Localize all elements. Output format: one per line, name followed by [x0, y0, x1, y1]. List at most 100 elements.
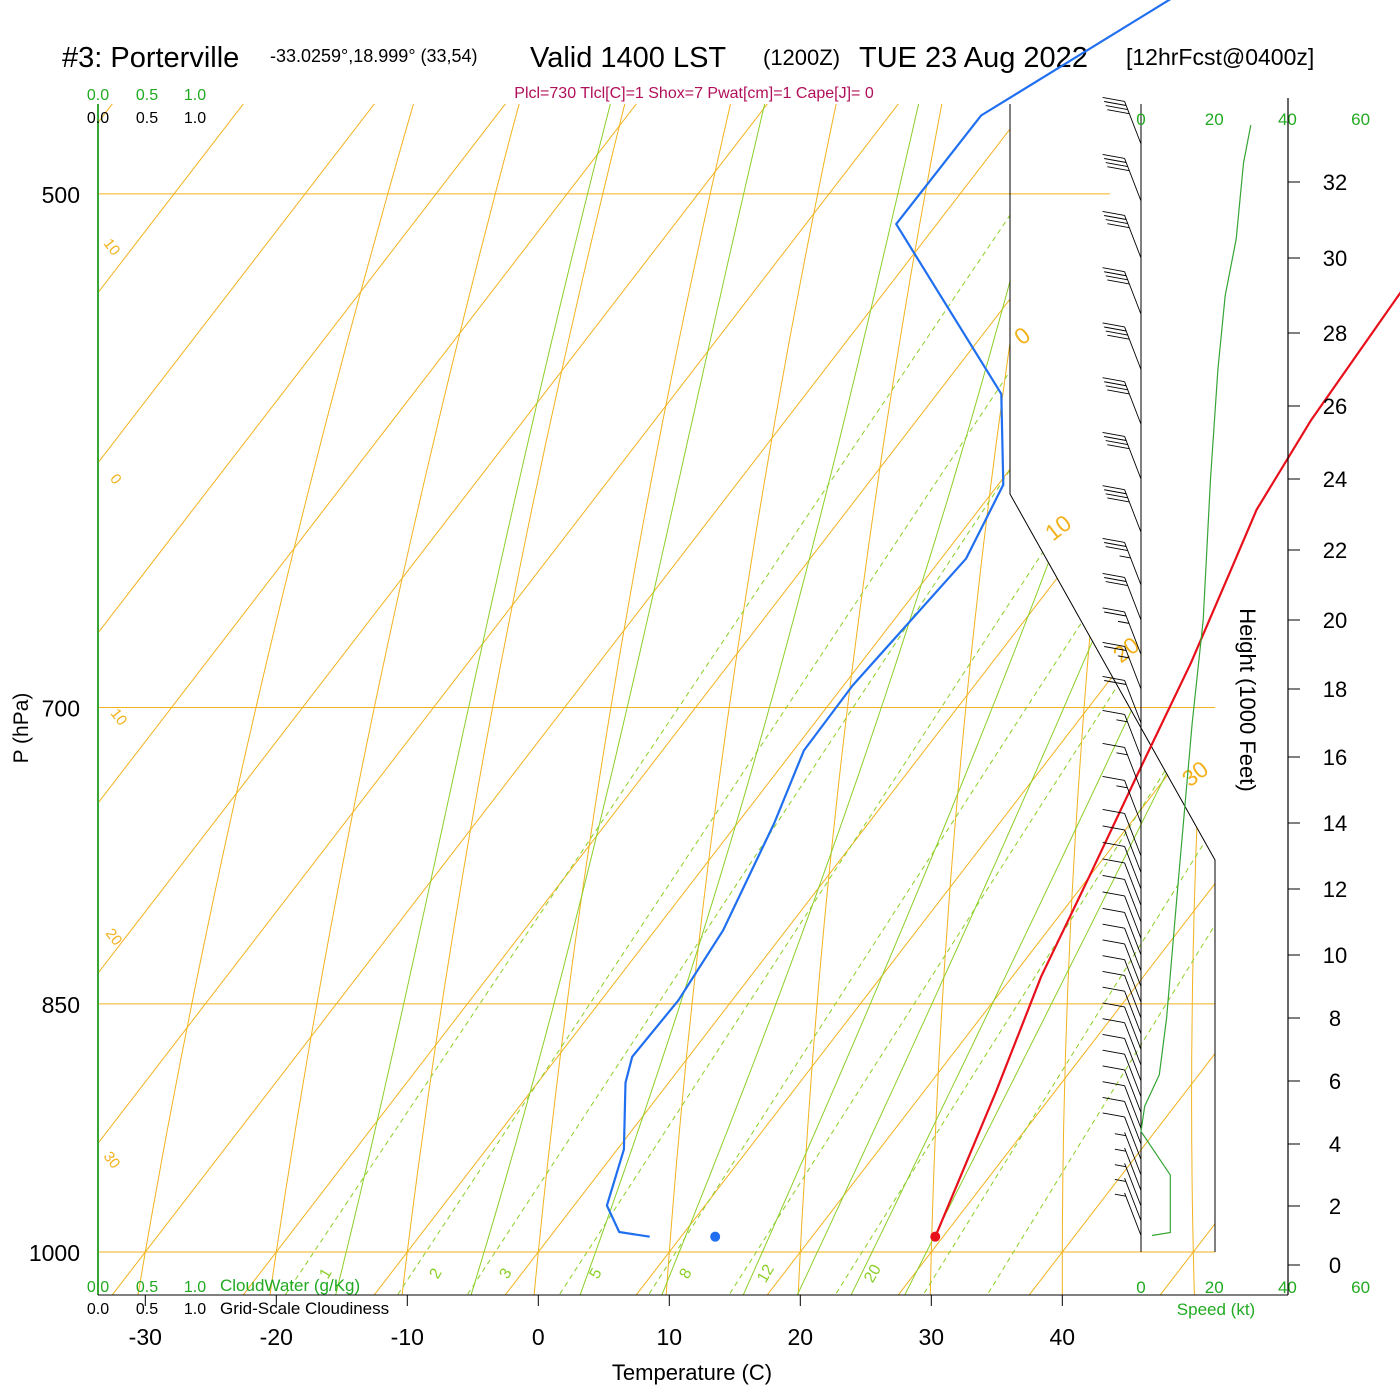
temperature-tick-label: 20: [788, 1324, 814, 1350]
wind-barb-staff: [1124, 646, 1142, 690]
dewpoint-line: [605, 0, 1172, 1238]
pressure-axis: 2503004005007008501000: [29, 182, 80, 1266]
surface-dewpoint-dot: [710, 1231, 721, 1242]
wind-barb-staff: [1124, 215, 1142, 259]
wind-barb-feather: [1102, 485, 1125, 491]
mixing-ratio-line: [788, 104, 1215, 1295]
wind-barb-half-feather: [1117, 655, 1130, 659]
wind-barb-feather: [1105, 219, 1128, 225]
isotherm-label: 0: [1009, 322, 1035, 350]
wind-barb-staff: [1124, 1132, 1142, 1176]
wind-barb-feather: [1102, 1081, 1125, 1087]
isotherm-line: [578, 104, 1215, 1295]
wind-barb-feather: [1104, 542, 1127, 547]
wind-barb-feather: [1107, 444, 1130, 450]
wind-barb-feather: [1102, 874, 1125, 880]
wind-barb-feather: [1102, 939, 1125, 945]
wind-barb-feather: [1105, 105, 1128, 111]
wind-barb: [1102, 939, 1142, 987]
wind-barb-feather: [1102, 153, 1125, 159]
wind-barb-feather: [1102, 675, 1125, 681]
pressure-tick-label: 700: [42, 696, 80, 722]
wind-barb-feather: [1102, 431, 1125, 437]
wind-barb-feather: [1102, 742, 1125, 748]
wind-barb: [1102, 841, 1142, 890]
cloud-water-tick-label-top: 0.0: [87, 87, 109, 104]
cloud-water-tick-label-top: 0.5: [136, 87, 158, 104]
wind-barb: [1102, 572, 1142, 621]
wind-barb: [1102, 1049, 1142, 1097]
pressure-tick-label: 1000: [29, 1240, 80, 1266]
isotherm-label: 10: [100, 235, 124, 259]
height-tick-label: 0: [1329, 1253, 1341, 1278]
wind-speed-tick-label-bottom: 0: [1136, 1278, 1145, 1297]
dry-adiabat: [660, 104, 1106, 1295]
wind-barb: [1102, 1065, 1142, 1113]
temperature-tick-label: 30: [919, 1324, 945, 1350]
wind-barb-staff: [1124, 381, 1142, 425]
mixing-ratio-line: [510, 104, 1215, 1295]
isotherm-label: 30: [100, 1148, 124, 1172]
wind-barb: [1102, 210, 1142, 259]
wind-speed-tick-label-top: 20: [1205, 110, 1224, 129]
x-axis-label: Temperature (C): [612, 1360, 772, 1385]
wind-barb-staff: [1124, 1192, 1142, 1236]
cloud-water-tick-label-bottom: 0.5: [136, 1279, 158, 1296]
wind-barb-feather: [1105, 330, 1128, 336]
wind-barb-staff: [1124, 1085, 1142, 1129]
height-tick-label: 2: [1329, 1194, 1341, 1219]
cloudiness-tick-label-bottom: 1.0: [184, 1301, 206, 1318]
wind-barb-feather: [1102, 1002, 1125, 1008]
wind-speed-label: Speed (kt): [1177, 1300, 1255, 1319]
wind-barb-feather: [1102, 572, 1125, 578]
wind-barb-half-feather: [1117, 620, 1130, 624]
wind-barb: [1102, 858, 1142, 906]
wind-barb: [1102, 153, 1142, 202]
wind-barb-staff: [1124, 959, 1142, 1003]
wind-barb-feather: [1102, 267, 1125, 273]
wind-barb: [1102, 267, 1142, 315]
wind-barb: [1114, 1177, 1142, 1221]
wind-barb-feather: [1104, 271, 1127, 277]
height-tick-label: 22: [1323, 538, 1347, 563]
wind-barb-feather: [1107, 223, 1130, 229]
wind-barb: [1102, 742, 1142, 791]
wind-barb-staff: [1124, 101, 1142, 145]
wind-barb: [1114, 1163, 1142, 1207]
height-tick-label: 24: [1323, 467, 1347, 492]
height-tick-label: 12: [1323, 877, 1347, 902]
wind-barb-feather: [1102, 1033, 1125, 1039]
wind-barb: [1102, 970, 1142, 1019]
wind-barb-feather: [1107, 279, 1130, 285]
wind-barb-staff: [1124, 862, 1142, 906]
wind-barb-staff: [1124, 1022, 1142, 1066]
moist-adiabat: [814, 104, 1215, 1295]
height-tick-label: 18: [1323, 677, 1347, 702]
pressure-tick-label: 500: [42, 182, 80, 208]
wind-barb-feather: [1102, 709, 1125, 715]
wind-barb-feather: [1102, 537, 1125, 543]
cloudiness-tick-label-top: 0.5: [136, 110, 158, 127]
moist-adiabat: [709, 104, 1215, 1295]
chart-title-utc: (1200Z): [763, 45, 840, 70]
wind-barb-feather: [1104, 215, 1127, 220]
height-tick-label: 26: [1323, 394, 1347, 419]
isotherm-line: [98, 104, 597, 1295]
isotherm-line: [98, 104, 1121, 1295]
wind-barb-feather: [1102, 891, 1125, 897]
wind-barb-feather: [1102, 907, 1125, 913]
wind-barb-staff: [1124, 1147, 1142, 1191]
temperature-tick-label: -10: [391, 1324, 424, 1350]
wind-barb-feather: [1105, 275, 1128, 281]
isotherm-line: [98, 104, 1215, 1295]
wind-barb-staff: [1124, 990, 1142, 1034]
wind-barb-staff: [1124, 879, 1142, 923]
wind-speed-tick-label-top: 0: [1136, 110, 1145, 129]
moist-adiabat: [447, 104, 1032, 1295]
wind-barb-feather: [1104, 101, 1127, 106]
moist-adiabat: [630, 104, 1215, 1295]
wind-barb-feather: [1105, 440, 1128, 446]
wind-barb-feather: [1104, 646, 1127, 651]
wind-barb-feather: [1102, 1096, 1125, 1102]
dry-adiabat: [1191, 104, 1215, 1295]
